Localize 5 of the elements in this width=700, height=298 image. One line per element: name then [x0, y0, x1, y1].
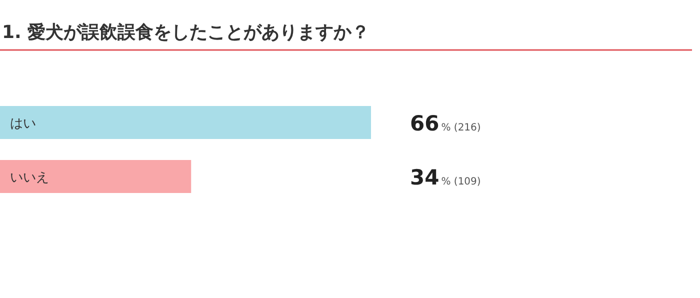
- data-label: 34% (109): [410, 166, 481, 190]
- y-tick-label: いいえ: [10, 170, 49, 186]
- chart-title: 1. 愛犬が誤飲誤食をしたことがありますか？: [2, 22, 370, 43]
- data-label: 66% (216): [410, 112, 481, 136]
- y-tick-label: はい: [10, 116, 36, 132]
